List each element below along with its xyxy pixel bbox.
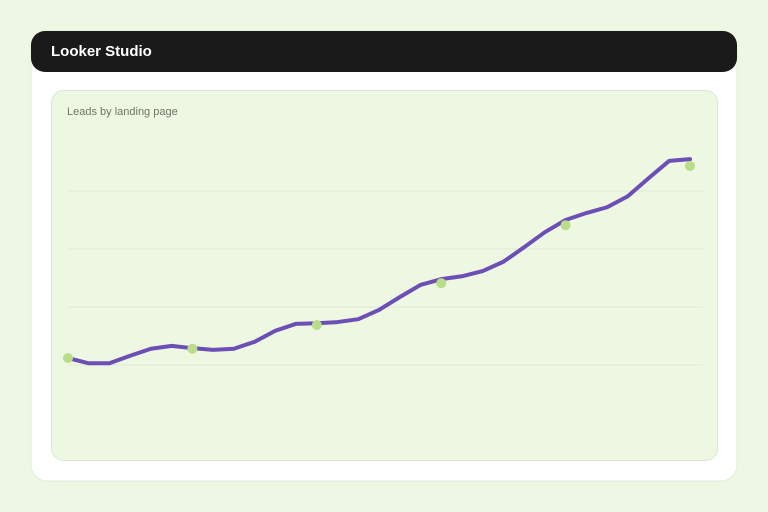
marker-dot [685, 161, 695, 172]
header-title: Looker Studio [51, 43, 152, 60]
marker-dot [187, 343, 198, 354]
marker-dot [311, 319, 322, 330]
line-series [66, 157, 692, 366]
header-bar [31, 31, 737, 72]
marker-dot [560, 220, 571, 231]
chart-title: Leads by landing page [67, 106, 178, 118]
chart-panel [51, 90, 718, 461]
marker-dot [63, 353, 73, 364]
marker-dot [436, 278, 447, 289]
